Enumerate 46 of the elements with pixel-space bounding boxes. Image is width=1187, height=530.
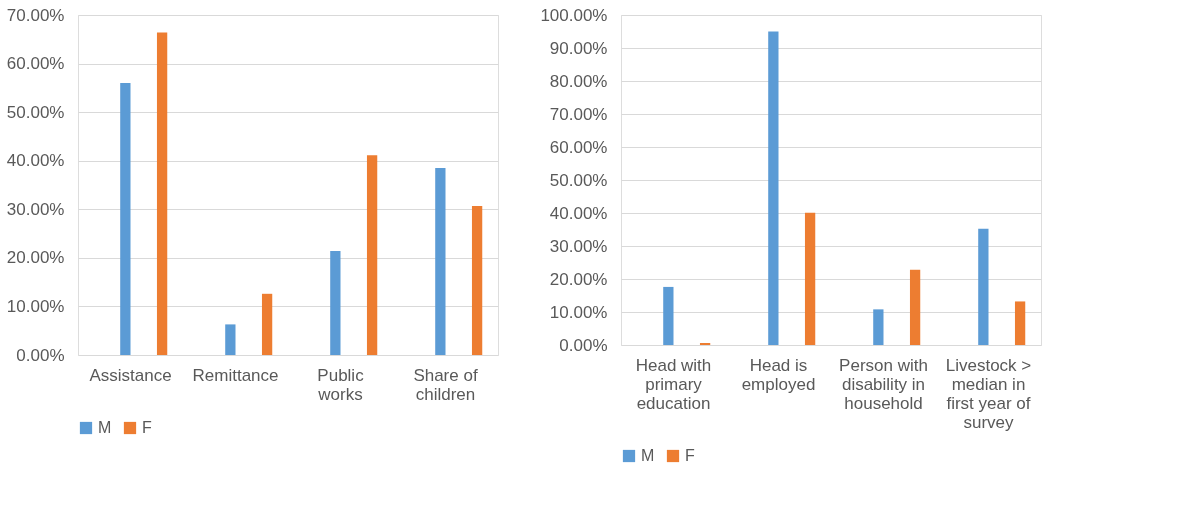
bar — [366, 155, 378, 355]
bar — [873, 309, 884, 345]
bar — [909, 269, 921, 345]
bar — [804, 212, 816, 345]
y-tick-label: 0.00% — [16, 345, 65, 365]
y-tick-label: 50.00% — [549, 170, 608, 190]
y-tick-label: 30.00% — [6, 199, 65, 219]
bar — [768, 31, 779, 345]
y-tick-label: 0.00% — [559, 335, 608, 355]
bar — [663, 286, 674, 345]
bar — [978, 228, 989, 345]
bar — [330, 251, 341, 355]
y-tick-label: 70.00% — [549, 104, 608, 124]
y-tick-label: 60.00% — [6, 54, 65, 74]
x-tick-label: Share of children — [413, 365, 478, 404]
y-tick-label: 100.00% — [540, 5, 608, 25]
x-tick-label: Public works — [317, 365, 365, 404]
y-tick-label: 90.00% — [549, 38, 608, 58]
bar — [156, 32, 168, 355]
y-tick-label: 70.00% — [6, 5, 65, 25]
legend-label: M — [98, 419, 112, 436]
y-tick-label: 20.00% — [6, 248, 65, 268]
legend-label: F — [685, 447, 695, 464]
y-tick-label: 20.00% — [549, 269, 608, 289]
y-tick-label: 10.00% — [6, 296, 65, 316]
x-tick-label: Assistance — [89, 365, 172, 385]
bar — [471, 205, 483, 355]
bar — [120, 83, 131, 355]
y-tick-label: 10.00% — [549, 302, 608, 322]
x-tick-label: Livestock > median in first year of survey — [945, 355, 1032, 432]
y-tick-label: 30.00% — [549, 236, 608, 256]
y-tick-label: 40.00% — [549, 203, 608, 223]
y-tick-label: 60.00% — [549, 137, 608, 157]
bar — [225, 324, 236, 355]
y-tick-label: 40.00% — [6, 151, 65, 171]
bar — [261, 293, 273, 355]
legend-label: F — [142, 419, 152, 436]
y-tick-label: 50.00% — [6, 102, 65, 122]
legend-label: M — [641, 447, 655, 464]
x-tick-label: Head is employed — [741, 355, 816, 394]
y-tick-label: 80.00% — [549, 71, 608, 91]
x-tick-label: Remittance — [192, 365, 279, 385]
x-tick-label: Person with disability in household — [839, 355, 928, 413]
bar — [1014, 301, 1026, 345]
x-tick-label: Head with primary education — [635, 355, 712, 413]
bar — [435, 168, 446, 355]
